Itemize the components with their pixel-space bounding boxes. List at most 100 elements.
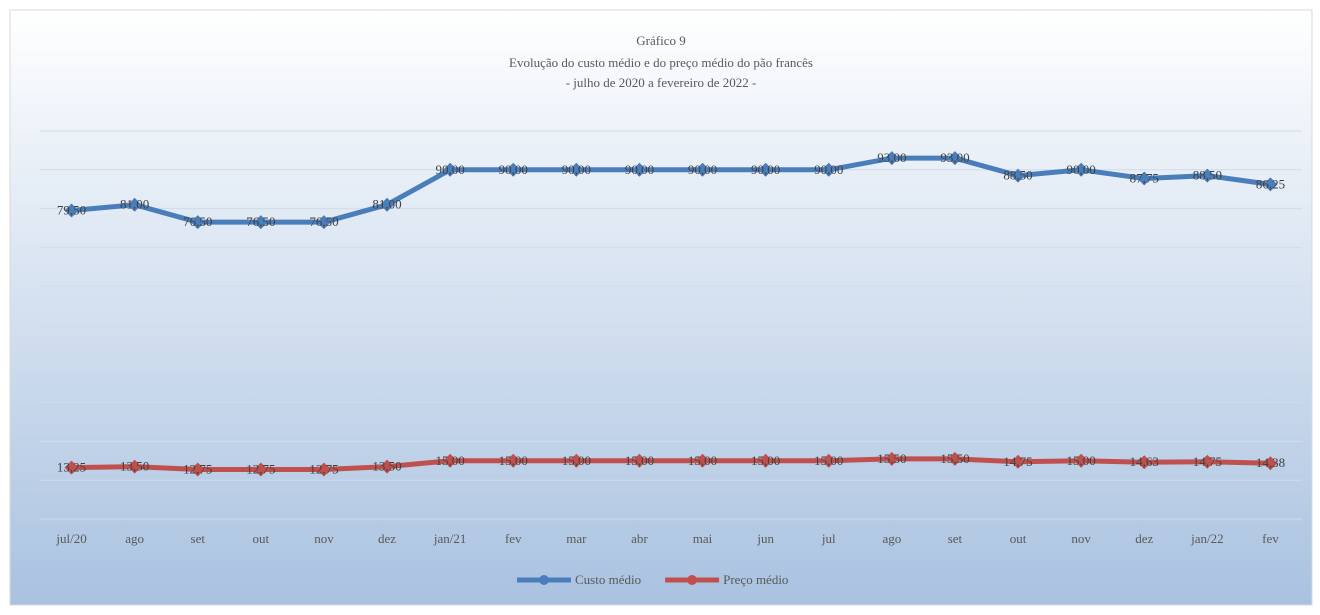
marker: [947, 451, 962, 466]
data-label: 81,00: [120, 197, 149, 212]
marker: [695, 453, 710, 468]
data-label: 13,50: [120, 459, 149, 474]
x-tick-label: dez: [1135, 531, 1153, 546]
marker: [127, 459, 142, 474]
marker: [190, 462, 205, 477]
data-label: 90,00: [499, 162, 528, 177]
data-label: 88,50: [1003, 168, 1032, 183]
marker: [64, 203, 79, 218]
data-label: 15,00: [562, 453, 591, 468]
marker: [443, 453, 458, 468]
x-tick-label: out: [1010, 531, 1027, 546]
x-tick-label: jan/21: [433, 531, 467, 546]
marker: [1011, 168, 1026, 183]
data-label: 76,50: [183, 214, 212, 229]
x-tick-label: dez: [378, 531, 396, 546]
legend-label: Custo médio: [575, 572, 641, 587]
marker: [947, 151, 962, 166]
marker: [1263, 456, 1278, 471]
data-label: 90,00: [625, 162, 654, 177]
data-label: 88,50: [1193, 168, 1222, 183]
chart-subtitle: - julho de 2020 a fevereiro de 2022 -: [566, 75, 757, 90]
data-label: 15,00: [499, 453, 528, 468]
line: [71, 155, 1271, 225]
marker: [1074, 162, 1089, 177]
marker: [1263, 177, 1278, 192]
x-tick-label: jul: [821, 531, 836, 546]
data-label: 13,25: [57, 460, 86, 475]
x-tick-label: set: [191, 531, 206, 546]
data-label: 14,38: [1256, 455, 1285, 470]
marker: [1200, 168, 1215, 183]
marker: [190, 215, 205, 230]
data-label: 15,00: [436, 453, 465, 468]
marker: [632, 453, 647, 468]
marker: [695, 162, 710, 177]
data-label: 15,50: [940, 451, 969, 466]
marker: [1137, 455, 1152, 470]
marker: [380, 197, 395, 212]
data-label: 12,75: [183, 462, 212, 477]
data-label: 90,00: [1067, 162, 1096, 177]
marker: [821, 453, 836, 468]
marker: [316, 462, 331, 477]
x-tick-label: jun: [756, 531, 774, 546]
data-label: 15,00: [814, 453, 843, 468]
marker: [632, 162, 647, 177]
data-label: 13,50: [372, 459, 401, 474]
x-tick-label: fev: [505, 531, 522, 546]
marker: [569, 453, 584, 468]
data-label: 14,75: [1003, 454, 1032, 469]
data-label: 76,50: [246, 214, 275, 229]
data-label: 93,00: [877, 150, 906, 165]
data-label: 90,00: [562, 162, 591, 177]
line: [71, 456, 1271, 473]
marker: [1011, 454, 1026, 469]
data-label: 12,75: [309, 462, 338, 477]
marker: [1137, 171, 1152, 186]
legend-marker: [539, 575, 549, 585]
marker: [380, 459, 395, 474]
legend-marker: [687, 575, 698, 585]
x-tick-label: ago: [882, 531, 901, 546]
x-tick-label: ago: [125, 531, 144, 546]
x-tick-label: jan/22: [1190, 531, 1224, 546]
data-label: 15,00: [751, 453, 780, 468]
legend-label: Preço médio: [723, 572, 788, 587]
marker: [253, 462, 268, 477]
marker: [127, 197, 142, 212]
data-label: 90,00: [688, 162, 717, 177]
chart-area: [9, 9, 1313, 606]
x-tick-label: abr: [631, 531, 648, 546]
x-tick-label: jul/20: [55, 531, 86, 546]
data-label: 79,50: [57, 203, 86, 218]
x-tick-label: mai: [693, 531, 713, 546]
marker: [1074, 453, 1089, 468]
x-tick-label: set: [948, 531, 963, 546]
data-label: 86,25: [1256, 176, 1285, 191]
data-label: 15,00: [625, 453, 654, 468]
marker: [1200, 454, 1215, 469]
data-label: 87,75: [1130, 171, 1159, 186]
data-label: 81,00: [372, 197, 401, 212]
data-label: 14,63: [1130, 454, 1159, 469]
marker: [884, 151, 899, 166]
data-label: 15,50: [877, 451, 906, 466]
data-label: 12,75: [246, 462, 275, 477]
data-label: 76,50: [309, 214, 338, 229]
marker: [884, 451, 899, 466]
marker: [506, 162, 521, 177]
data-label: 15,00: [688, 453, 717, 468]
data-label: 14,75: [1193, 454, 1222, 469]
chart-title: Gráfico 9: [636, 33, 685, 48]
marker: [443, 162, 458, 177]
data-label: 93,00: [940, 150, 969, 165]
marker: [758, 453, 773, 468]
x-tick-label: fev: [1262, 531, 1279, 546]
chart-subtitle: Evolução do custo médio e do preço médio…: [509, 55, 813, 70]
x-tick-label: mar: [566, 531, 587, 546]
data-label: 90,00: [814, 162, 843, 177]
x-tick-label: nov: [1071, 531, 1091, 546]
